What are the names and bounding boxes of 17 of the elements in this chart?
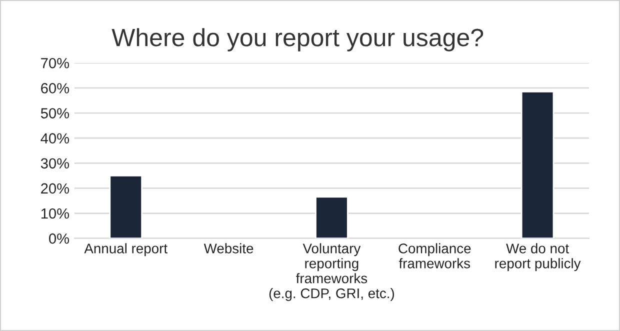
y-tick-label: 10% [41,208,70,219]
x-tick-label: Compliance frameworks [398,243,471,268]
x-tick-label: Website [204,243,254,254]
y-tick-label: 70% [41,58,70,68]
y-tick-label: 60% [41,83,70,94]
bar [315,196,348,238]
y-tick-label: 30% [40,158,70,169]
x-tick-label: We do not report publicly [495,243,581,272]
y-tick-label: 0% [49,233,70,244]
chart-title: Where do you report your usage? [112,28,484,52]
x-tick-label: Voluntary reporting frameworks (e.g. CDP, GRI, etc.) [269,243,394,302]
y-tick-label: 50% [40,108,70,118]
y-tick-label: 20% [41,183,70,194]
x-tick-label: Annual report [84,243,168,256]
bar [520,91,554,238]
y-tick-label: 40% [40,133,70,144]
bar [109,174,143,238]
